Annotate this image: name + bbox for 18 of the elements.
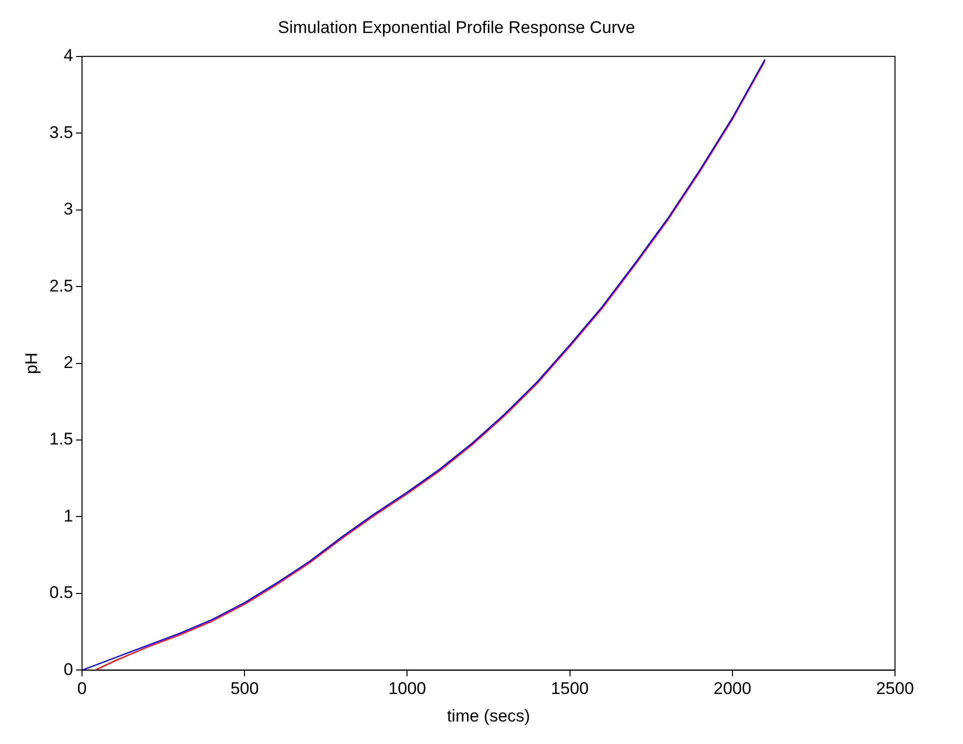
x-axis-title: time (secs) bbox=[446, 706, 530, 726]
x-tick-label: 2500 bbox=[876, 679, 914, 698]
y-tick-label: 3 bbox=[64, 200, 74, 219]
chart-title: Simulation Exponential Profile Response Curve bbox=[278, 18, 636, 37]
y-tick-label: 3.5 bbox=[49, 122, 74, 142]
y-tick-label: 0 bbox=[64, 660, 74, 679]
x-tick-label: 2000 bbox=[713, 679, 752, 698]
y-axis-title: pH bbox=[22, 352, 41, 374]
y-tick-label: 0.5 bbox=[49, 583, 74, 602]
y-tick-label: 1.5 bbox=[49, 430, 74, 449]
x-tick-label: 500 bbox=[230, 679, 259, 698]
x-tick-label: 1000 bbox=[388, 679, 426, 698]
y-tick-label: 1 bbox=[64, 506, 74, 526]
y-tick-label: 2.5 bbox=[49, 276, 74, 296]
y-tick-label: 4 bbox=[64, 46, 74, 66]
x-tick-label: 0 bbox=[77, 679, 87, 698]
y-tick-label: 2 bbox=[64, 352, 74, 372]
x-tick-label: 1500 bbox=[550, 679, 589, 698]
